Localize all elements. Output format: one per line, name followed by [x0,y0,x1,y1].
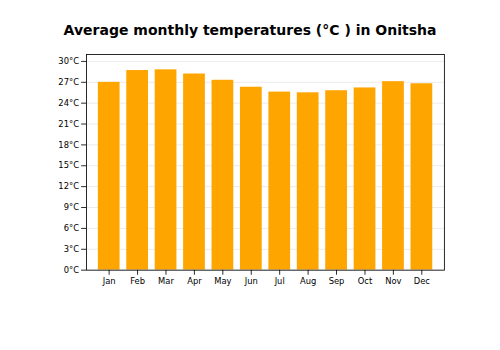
svg-text:Sep: Sep [329,276,345,286]
svg-text:9°C: 9°C [64,202,79,212]
svg-text:Feb: Feb [130,276,145,286]
svg-text:Mar: Mar [158,276,174,286]
svg-text:Nov: Nov [385,276,401,286]
svg-text:May: May [214,276,231,286]
svg-text:Jan: Jan [102,276,116,286]
svg-text:15°C: 15°C [58,160,79,170]
html-text:Average monthly temperatures (: Average monthly temperatures (°C ) in On… [63,22,437,38]
svg-text:Aug: Aug [300,276,316,286]
svg-text:Jun: Jun [244,276,258,286]
svg-text:6°C: 6°C [64,223,79,233]
svg-text:3°C: 3°C [64,244,79,254]
svg-text:Jul: Jul [274,276,285,286]
svg-text:24°C: 24°C [58,98,79,108]
svg-text:21°C: 21°C [58,119,79,129]
svg-text:Dec: Dec [414,276,431,286]
svg-text:Apr: Apr [187,276,202,286]
svg-text:Oct: Oct [358,276,373,286]
svg-text:30°C: 30°C [58,56,79,66]
svg-text:27°C: 27°C [58,77,79,87]
svg-text:18°C: 18°C [58,140,79,150]
svg-text:12°C: 12°C [58,181,79,191]
svg-text:0°C: 0°C [64,265,79,275]
